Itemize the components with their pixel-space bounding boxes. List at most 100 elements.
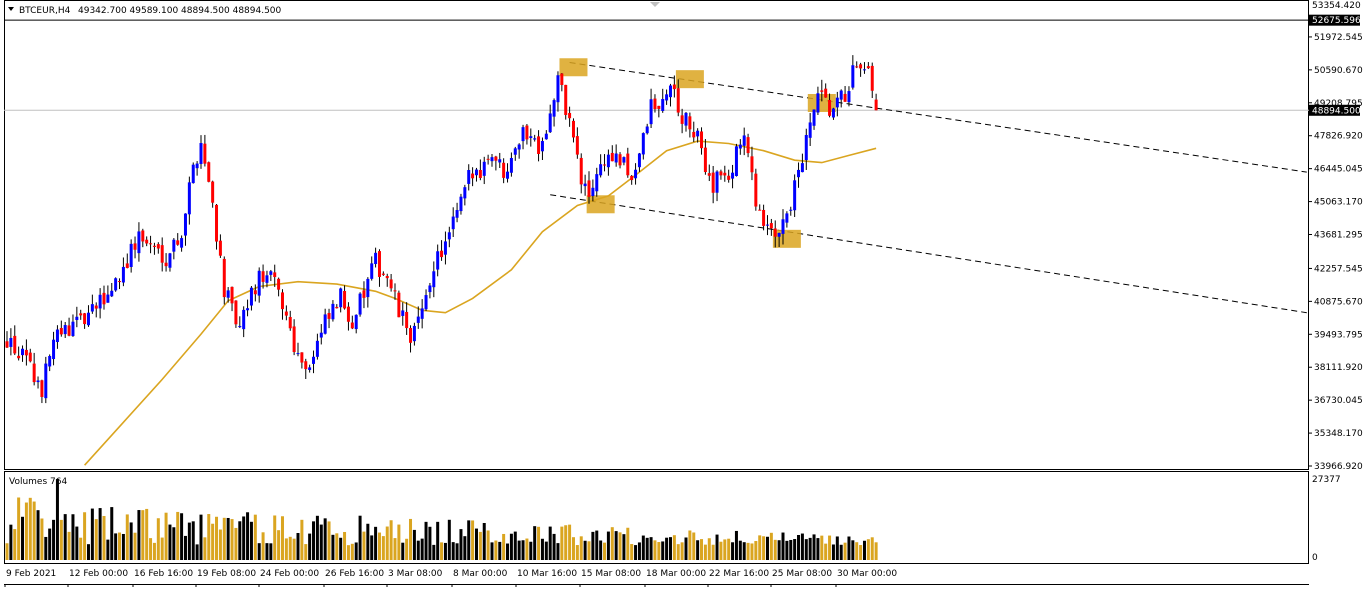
volume-bar xyxy=(118,532,122,560)
volume-bar xyxy=(661,541,665,560)
bear-candle-body xyxy=(284,311,288,316)
candle xyxy=(86,305,90,327)
volume-bar xyxy=(692,532,696,560)
candle xyxy=(17,346,21,361)
highlight-zone-box[interactable] xyxy=(586,195,615,214)
volume-bar xyxy=(723,539,727,560)
bear-candle-body xyxy=(350,322,354,329)
volume-bar xyxy=(180,513,184,560)
scroll-marker-icon[interactable] xyxy=(650,2,660,7)
candle xyxy=(358,292,362,317)
volume-bar xyxy=(707,538,711,560)
bull-candle-body xyxy=(463,187,467,199)
candle xyxy=(637,152,641,172)
bear-candle-body xyxy=(843,93,847,102)
volume-bar xyxy=(556,543,560,560)
highlight-zone-box[interactable] xyxy=(675,70,704,89)
bull-candle-body xyxy=(816,93,820,113)
candle xyxy=(591,179,595,202)
volume-bar xyxy=(133,532,137,560)
volume-bar xyxy=(835,536,839,560)
volume-bar xyxy=(377,532,381,560)
bear-candle-body xyxy=(125,263,129,269)
volume-bar xyxy=(156,518,160,560)
bull-candle-body xyxy=(731,172,735,179)
bear-candle-body xyxy=(149,243,153,245)
candle xyxy=(191,162,195,184)
candle xyxy=(738,139,742,155)
volume-bar xyxy=(141,510,145,560)
candle xyxy=(218,234,222,258)
bear-candle-body xyxy=(727,175,731,180)
volume-bar xyxy=(676,544,680,560)
volume-bar xyxy=(90,508,94,560)
candle xyxy=(222,256,226,305)
candle xyxy=(525,123,529,145)
volume-bar xyxy=(284,538,288,560)
resistance-price-tag: 52675.596 xyxy=(1309,14,1361,26)
bear-candle-body xyxy=(288,316,292,329)
current-price-tag-bg xyxy=(1309,104,1360,116)
volume-bar xyxy=(440,542,444,560)
volume-bar xyxy=(866,539,870,560)
collapse-triangle-icon[interactable] xyxy=(8,7,14,11)
volume-bar xyxy=(385,526,389,560)
volume-bar xyxy=(183,535,187,560)
bull-candle-body xyxy=(246,308,250,311)
candle xyxy=(657,105,661,118)
bear-candle-body xyxy=(277,278,281,290)
bull-candle-body xyxy=(742,135,746,146)
bull-candle-body xyxy=(622,157,626,163)
candle xyxy=(785,211,789,228)
bear-candle-body xyxy=(773,228,777,237)
highlight-zone-box[interactable] xyxy=(772,229,801,248)
candle xyxy=(490,153,494,167)
candle xyxy=(346,302,350,331)
volume-bar xyxy=(734,530,738,560)
bull-candle-body xyxy=(374,252,378,265)
y-tick-label: 39493.795 xyxy=(1314,330,1363,340)
bull-candle-body xyxy=(808,122,812,138)
bear-candle-body xyxy=(571,120,575,138)
volume-bar xyxy=(187,522,191,560)
candle xyxy=(789,206,793,216)
candle xyxy=(319,324,323,345)
bear-candle-body xyxy=(381,273,385,275)
candle xyxy=(862,62,866,74)
volume-bar xyxy=(249,521,253,560)
y-tick-label: 49208.795 xyxy=(1314,99,1363,109)
bull-candle-body xyxy=(90,304,94,312)
bull-candle-body xyxy=(257,270,261,296)
y-tick-label: 47826.920 xyxy=(1314,132,1363,142)
bull-candle-body xyxy=(459,196,463,212)
highlight-zone-box[interactable] xyxy=(559,58,588,77)
bull-candle-body xyxy=(412,325,416,342)
bull-candle-body xyxy=(498,159,502,163)
bull-candle-body xyxy=(451,216,455,230)
current-price-tag-text: 48894.500 xyxy=(1312,106,1361,116)
bear-candle-body xyxy=(13,335,17,354)
x-tick-label: 8 Mar 00:00 xyxy=(453,569,508,579)
bear-candle-body xyxy=(218,240,222,256)
volume-bar xyxy=(273,515,277,560)
candle xyxy=(199,135,203,169)
bear-candle-body xyxy=(32,363,36,383)
volume-bar xyxy=(474,528,478,560)
volume-bar xyxy=(773,539,777,560)
lower-channel-trendline[interactable] xyxy=(550,194,1307,314)
candle xyxy=(668,83,672,107)
volume-bar xyxy=(762,536,766,560)
bear-candle-body xyxy=(610,152,614,162)
bear-candle-body xyxy=(207,162,211,182)
volume-bar xyxy=(513,531,517,560)
volume-bar xyxy=(145,508,149,560)
bull-candle-body xyxy=(183,213,187,236)
bear-candle-body xyxy=(657,105,661,109)
candle xyxy=(63,322,67,338)
bull-candle-body xyxy=(366,278,370,298)
volume-bar xyxy=(277,530,281,560)
bull-candle-body xyxy=(168,253,172,268)
candle xyxy=(533,134,537,142)
